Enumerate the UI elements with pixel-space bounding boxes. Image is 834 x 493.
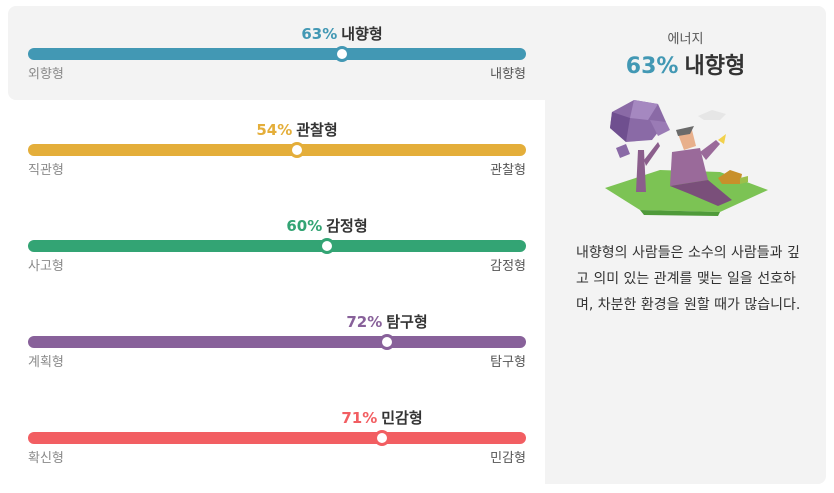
- trait-row-mind[interactable]: 54% 관찰형 직관형 관찰형: [28, 120, 526, 192]
- trait-bar: [28, 144, 526, 156]
- trait-right-label: 민감형: [490, 451, 526, 466]
- trait-name: 감정형: [326, 217, 368, 235]
- turtle-icon: [718, 170, 742, 184]
- trait-row-energy[interactable]: 63% 내향형 외향형 내향형: [28, 24, 526, 96]
- trait-name: 민감형: [381, 409, 423, 427]
- trait-right-label: 감정형: [490, 259, 526, 274]
- trait-left-label: 외향형: [28, 67, 64, 82]
- cloud-icon: [698, 110, 726, 120]
- trait-left-label: 직관형: [28, 163, 64, 178]
- trait-right-label: 탐구형: [490, 355, 526, 370]
- trait-heading: 60% 감정형: [286, 216, 367, 236]
- trait-marker: [374, 430, 390, 446]
- person-body-icon: [670, 148, 708, 186]
- trait-name: 관찰형: [296, 121, 338, 139]
- trait-left-label: 계획형: [28, 355, 64, 370]
- trait-heading: 72% 탐구형: [346, 312, 427, 332]
- panel-title: 63% 내향형: [545, 53, 826, 81]
- trait-bar: [28, 48, 526, 60]
- tree-trunk-icon: [636, 150, 646, 192]
- trait-row-tactics[interactable]: 72% 탐구형 계획형 탐구형: [28, 312, 526, 384]
- trait-name: 내향형: [341, 25, 383, 43]
- trait-row-nature[interactable]: 60% 감정형 사고형 감정형: [28, 216, 526, 288]
- trait-bar: [28, 240, 526, 252]
- trait-heading: 54% 관찰형: [256, 120, 337, 140]
- trait-row-identity[interactable]: 71% 민감형 확신형 민감형: [28, 408, 526, 480]
- trait-percent: 63%: [301, 25, 338, 43]
- trait-description: 내향형의 사람들은 소수의 사람들과 깊고 의미 있는 관계를 맺는 일을 선호…: [576, 245, 801, 313]
- trait-heading: 71% 민감형: [341, 408, 422, 428]
- panel-trait-name: 내향형: [684, 54, 746, 79]
- trait-percent: 71%: [341, 409, 378, 427]
- trait-detail-panel: [545, 6, 826, 484]
- trait-left-label: 확신형: [28, 451, 64, 466]
- trait-bar: [28, 432, 526, 444]
- trait-bar: [28, 336, 526, 348]
- butterfly-icon: [718, 134, 726, 144]
- trait-percent: 72%: [346, 313, 383, 331]
- trait-marker: [319, 238, 335, 254]
- trait-right-label: 내향형: [490, 67, 526, 82]
- trait-percent: 60%: [286, 217, 323, 235]
- trait-heading: 63% 내향형: [301, 24, 382, 44]
- trait-marker: [289, 142, 305, 158]
- person-under-tree-illustration: [605, 100, 768, 216]
- trait-left-label: 사고형: [28, 259, 64, 274]
- panel-percent: 63%: [625, 54, 679, 79]
- trait-right-label: 관찰형: [490, 163, 526, 178]
- trait-name: 탐구형: [386, 313, 428, 331]
- trait-marker: [379, 334, 395, 350]
- panel-category-label: 에너지: [667, 32, 704, 47]
- trait-percent: 54%: [256, 121, 293, 139]
- trait-marker: [334, 46, 350, 62]
